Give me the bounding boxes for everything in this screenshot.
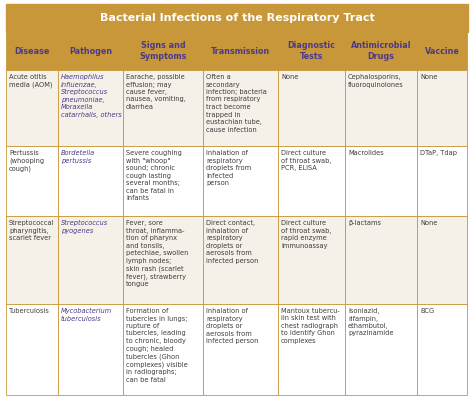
Bar xyxy=(345,146,417,216)
Bar xyxy=(417,304,467,395)
Text: Fever, sore
throat, inflamma-
tion of pharynx
and tonsils,
petechiae, swollen
ly: Fever, sore throat, inflamma- tion of ph… xyxy=(126,220,188,287)
Text: Direct culture
of throat swab,
PCR, ELISA: Direct culture of throat swab, PCR, ELIS… xyxy=(281,150,331,172)
Bar xyxy=(58,32,123,70)
Bar xyxy=(278,32,345,70)
Bar xyxy=(203,146,278,216)
Text: Inhalation of
respiratory
droplets or
aerosols from
infected person: Inhalation of respiratory droplets or ae… xyxy=(206,308,258,344)
Text: Mantoux tubercu-
lin skin test with
chest radiograph
to identify Ghon
complexes: Mantoux tubercu- lin skin test with ches… xyxy=(281,308,340,344)
Text: Haemophilus
influenzae,
Streptococcus
pneumoniae,
Moraxella
catarrhalis, others: Haemophilus influenzae, Streptococcus pn… xyxy=(61,74,122,118)
Text: β-lactams: β-lactams xyxy=(348,220,381,226)
Bar xyxy=(345,32,417,70)
Bar xyxy=(203,70,278,146)
Bar xyxy=(278,216,345,304)
Text: None: None xyxy=(420,220,438,226)
Text: Disease: Disease xyxy=(14,47,50,55)
Text: None: None xyxy=(420,74,438,80)
Bar xyxy=(417,146,467,216)
Bar xyxy=(123,304,203,395)
Text: Bacterial Infections of the Respiratory Tract: Bacterial Infections of the Respiratory … xyxy=(100,13,374,23)
Text: Diagnostic
Tests: Diagnostic Tests xyxy=(288,41,336,61)
Bar xyxy=(345,70,417,146)
Text: Transmission: Transmission xyxy=(211,47,270,55)
Bar xyxy=(6,32,58,70)
Text: Direct contact,
inhalation of
respiratory
droplets or
aerosols from
infected per: Direct contact, inhalation of respirator… xyxy=(206,220,258,264)
Bar xyxy=(58,216,123,304)
Text: Pertussis
(whooping
cough): Pertussis (whooping cough) xyxy=(9,150,44,172)
Bar xyxy=(417,216,467,304)
Bar xyxy=(203,32,278,70)
Bar xyxy=(58,146,123,216)
Bar xyxy=(6,146,58,216)
Text: Macrolides: Macrolides xyxy=(348,150,384,156)
Bar xyxy=(345,304,417,395)
Text: Bordetella
pertussis: Bordetella pertussis xyxy=(61,150,95,164)
Text: Tuberculosis: Tuberculosis xyxy=(9,308,50,314)
Text: Inhalation of
respiratory
droplets from
infected
person: Inhalation of respiratory droplets from … xyxy=(206,150,251,186)
Bar xyxy=(123,70,203,146)
Bar xyxy=(123,146,203,216)
Bar xyxy=(6,216,58,304)
Bar xyxy=(6,70,58,146)
Text: Cephalosporins,
fluoroquinolones: Cephalosporins, fluoroquinolones xyxy=(348,74,404,87)
Text: BCG: BCG xyxy=(420,308,434,314)
Bar xyxy=(6,4,468,32)
Bar xyxy=(278,304,345,395)
Text: Direct culture
of throat swab,
rapid enzyme
immunoassay: Direct culture of throat swab, rapid enz… xyxy=(281,220,331,249)
Text: None: None xyxy=(281,74,298,80)
Text: Signs and
Symptoms: Signs and Symptoms xyxy=(139,41,187,61)
Text: Vaccine: Vaccine xyxy=(425,47,459,55)
Text: DTaP, Tdap: DTaP, Tdap xyxy=(420,150,457,156)
Bar xyxy=(6,304,58,395)
Bar xyxy=(123,216,203,304)
Text: Antimicrobial
Drugs: Antimicrobial Drugs xyxy=(351,41,411,61)
Text: Pathogen: Pathogen xyxy=(69,47,112,55)
Text: Acute otitis
media (AOM): Acute otitis media (AOM) xyxy=(9,74,53,88)
Text: Earache, possible
effusion; may
cause fever,
nausea, vomiting,
diarrhea: Earache, possible effusion; may cause fe… xyxy=(126,74,186,110)
Bar xyxy=(123,32,203,70)
Bar xyxy=(278,146,345,216)
Text: Often a
secondary
infection; bacteria
from respiratory
tract become
trapped in
e: Often a secondary infection; bacteria fr… xyxy=(206,74,267,132)
Text: Isoniazid,
rifampin,
ethambutol,
pyrazinamide: Isoniazid, rifampin, ethambutol, pyrazin… xyxy=(348,308,393,336)
Text: Streptococcal
pharyngitis,
scarlet fever: Streptococcal pharyngitis, scarlet fever xyxy=(9,220,55,241)
Bar xyxy=(417,70,467,146)
Text: Formation of
tubercles in lungs;
rupture of
tubercles, leading
to chronic, blood: Formation of tubercles in lungs; rupture… xyxy=(126,308,188,383)
Text: Mycobacterium
tuberculosis: Mycobacterium tuberculosis xyxy=(61,308,112,322)
Bar xyxy=(345,216,417,304)
Text: Streptococcus
pyogenes: Streptococcus pyogenes xyxy=(61,220,108,234)
Bar xyxy=(58,304,123,395)
Bar xyxy=(417,32,467,70)
Bar xyxy=(203,304,278,395)
Bar xyxy=(278,70,345,146)
Bar xyxy=(203,216,278,304)
Text: Severe coughing
with "whoop"
sound; chronic
cough lasting
several months;
can be: Severe coughing with "whoop" sound; chro… xyxy=(126,150,182,201)
Bar xyxy=(58,70,123,146)
